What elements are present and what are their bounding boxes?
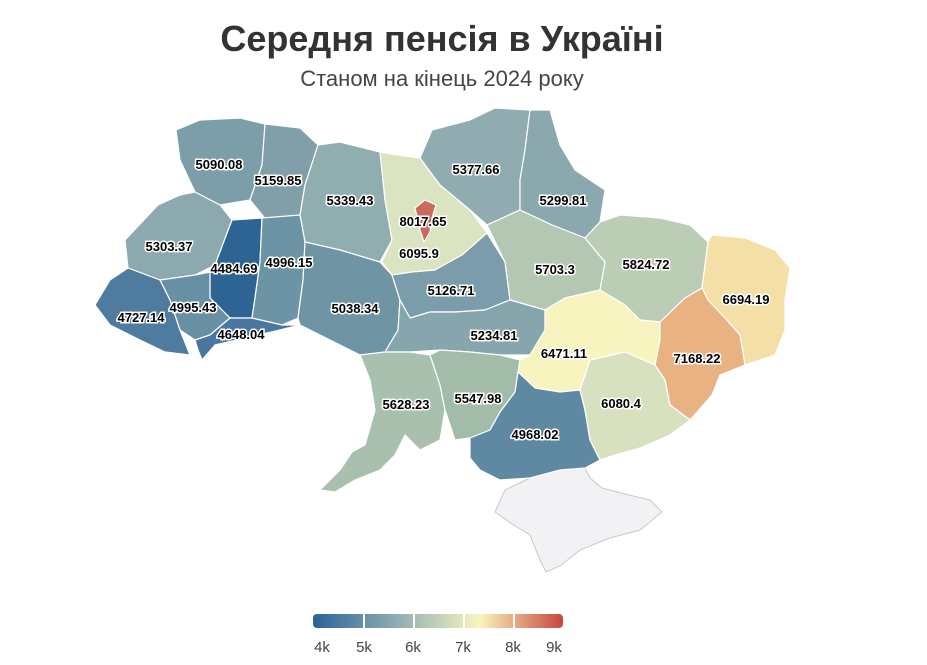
region-kherson[interactable] <box>469 371 601 481</box>
value-label-ternopil: 4484.69 <box>211 261 258 276</box>
value-label-vinnytsia: 5038.34 <box>332 301 380 316</box>
value-label-kyiv-oblast: 6095.9 <box>399 246 439 261</box>
legend-label-9k: 9k <box>546 639 562 656</box>
region-kyiv-city[interactable] <box>414 199 437 243</box>
value-label-chernihiv: 5377.66 <box>453 162 500 177</box>
region-zaporizhzhia[interactable] <box>579 351 691 461</box>
value-label-mykolaiv: 5547.98 <box>455 391 502 406</box>
map-subtitle: Станом на кінець 2024 року <box>300 66 584 91</box>
value-label-zhytomyr: 5339.43 <box>327 193 374 208</box>
value-label-luhansk: 6694.19 <box>723 292 770 307</box>
value-label-cherkasy: 5126.71 <box>428 283 475 298</box>
legend-tick <box>413 614 415 628</box>
value-label-chernivtsi: 4648.04 <box>218 327 266 342</box>
value-label-ivano-frankivsk: 4995.43 <box>170 300 217 315</box>
legend-label-5k: 5k <box>356 639 372 656</box>
value-label-odesa: 5628.23 <box>383 397 430 412</box>
value-label-zakarpattia: 4727.14 <box>118 310 166 325</box>
value-label-lviv: 5303.37 <box>146 239 193 254</box>
color-scale-legend <box>313 614 563 628</box>
legend-tick <box>513 614 515 628</box>
legend-label-4k: 4k <box>314 639 330 656</box>
value-label-khmelnytskyi: 4996.15 <box>266 255 313 270</box>
value-label-kirovohrad: 5234.81 <box>471 328 518 343</box>
region-khmelnytskyi[interactable] <box>251 214 306 326</box>
map-title: Середня пенсія в Україні <box>220 18 664 59</box>
value-label-poltava: 5703.3 <box>535 262 575 277</box>
legend-tick <box>463 614 465 628</box>
legend-label-6k: 6k <box>405 639 421 656</box>
region-chernivtsi[interactable] <box>194 317 301 361</box>
legend-label-8k: 8k <box>505 639 521 656</box>
value-label-kyiv-city: 8017.65 <box>400 214 447 229</box>
value-label-zaporizhzhia: 6080.4 <box>601 396 642 411</box>
value-label-kharkiv: 5824.72 <box>623 257 670 272</box>
legend-label-7k: 7k <box>455 639 471 656</box>
value-label-dnipro: 6471.11 <box>541 346 587 361</box>
value-label-donetsk: 7168.22 <box>674 351 721 366</box>
legend-tick <box>363 614 365 628</box>
crimea-region <box>494 467 663 573</box>
value-label-volyn: 5090.08 <box>196 157 243 172</box>
value-label-rivne: 5159.85 <box>255 173 302 188</box>
region-value-labels: 5090.08 5159.85 5339.43 6095.9 8017.65 5… <box>116 156 771 444</box>
region-odesa[interactable] <box>319 351 446 493</box>
value-label-kherson: 4968.02 <box>512 427 559 442</box>
value-label-sumy: 5299.81 <box>540 193 587 208</box>
